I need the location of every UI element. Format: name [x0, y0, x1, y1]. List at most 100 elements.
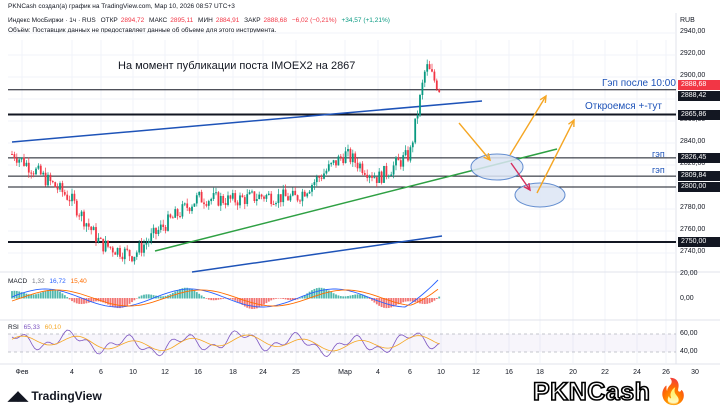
x-tick-label: 16: [194, 369, 202, 376]
macd-hist-bar: [246, 298, 249, 308]
macd-hist-bar: [61, 293, 64, 299]
macd-hist-bar: [80, 298, 83, 305]
candle-body: [203, 202, 205, 205]
macd-hist-bar: [30, 294, 33, 299]
candle-body: [198, 191, 201, 196]
candle-body: [128, 249, 131, 257]
candle-body: [311, 184, 313, 192]
macd-hist-bar: [371, 298, 373, 301]
candle-body: [102, 238, 105, 252]
macd-hist-bar: [373, 298, 376, 303]
candle-body: [140, 242, 143, 253]
macd-hist-bar: [121, 298, 124, 308]
candle-body: [416, 115, 419, 119]
macd-hist-bar: [260, 298, 263, 307]
macd-hist-bar: [241, 298, 244, 306]
macd-legend: MACD 1,32 16,72 15,40: [8, 278, 87, 285]
candle-body: [207, 201, 210, 206]
candle-body: [339, 156, 342, 158]
y-tick-label: 2740,00: [680, 248, 706, 255]
x-tick-label: 18: [229, 369, 237, 376]
macd-hist-bar: [368, 298, 371, 299]
candle-body: [323, 173, 325, 179]
arrow-to-gap: [458, 122, 491, 161]
candle-body: [351, 153, 354, 163]
candle-body: [342, 157, 345, 164]
macd-hist-bar: [397, 298, 400, 305]
candle-body: [35, 168, 37, 175]
candle-body: [419, 94, 421, 116]
candle-body: [231, 193, 234, 199]
macd-hist-bar: [231, 298, 234, 300]
macd-hist-bar: [73, 298, 76, 303]
candle-body: [296, 195, 299, 201]
candle-body: [191, 206, 193, 212]
candle-body: [27, 162, 30, 173]
macd-hist-bar: [95, 298, 97, 302]
candle-body: [107, 240, 109, 247]
candle-body: [383, 165, 385, 183]
macd-hist-bar: [265, 298, 268, 304]
high-value: 2895,11: [170, 17, 194, 24]
candle-body: [133, 256, 136, 262]
rsi-axis-60: 60,00: [680, 330, 698, 337]
macd-hist-bar: [291, 298, 294, 301]
candle-body: [119, 247, 121, 257]
rsi-line: [11, 329, 440, 357]
macd-hist-bar: [47, 290, 49, 299]
macd-hist-bar: [236, 298, 239, 302]
candle-body: [390, 174, 393, 176]
tradingview-logo[interactable]: ◢◣ TradingView: [8, 388, 102, 403]
macd-hist-bar: [378, 298, 381, 306]
candle-body: [150, 233, 153, 242]
candle-body: [373, 177, 376, 179]
macd-hist-bar: [255, 298, 258, 309]
price-tag: 2888,42: [678, 90, 720, 101]
candle-body: [371, 175, 373, 178]
candle-body: [73, 193, 76, 201]
candle-body: [354, 153, 357, 163]
price-tag: 2800,00: [678, 182, 720, 192]
x-tick-label: 24: [633, 369, 641, 376]
macd-hist-bar: [39, 292, 42, 299]
x-tick-label: 4: [70, 369, 74, 376]
candle-body: [243, 197, 246, 204]
candle-body: [356, 162, 359, 169]
candle-body: [56, 187, 59, 190]
candle-body: [147, 241, 150, 243]
candle-body: [169, 214, 172, 218]
macd-hist-bar: [49, 289, 52, 299]
candle-body: [83, 211, 85, 227]
x-tick-label: 26: [662, 369, 670, 376]
candle-body: [236, 202, 239, 206]
macd-hist-bar: [366, 296, 369, 299]
macd-hist-bar: [99, 298, 102, 302]
candle-body: [143, 244, 145, 253]
macd-hist-bar: [325, 289, 328, 299]
macd-hist-bar: [407, 298, 409, 302]
arrow-to-gap-head: [483, 153, 492, 162]
macd-hist-bar: [356, 294, 359, 299]
ohlc-row: Индекс МосБиржи · 1ч · RUS ОТКР 2894,72 М…: [8, 17, 390, 24]
candle-body: [186, 203, 189, 208]
rsi-legend: RSI 65,33 60,10: [8, 324, 62, 331]
macd-hist-bar: [147, 294, 150, 299]
macd-hist-bar: [339, 296, 342, 299]
candle-body: [25, 162, 28, 166]
macd-hist-bar: [248, 298, 251, 309]
macd-hist-bar: [277, 298, 280, 299]
x-tick-label: 6: [408, 369, 412, 376]
candle-body: [217, 192, 220, 206]
macd-hist-bar: [385, 298, 388, 309]
symbol-label: Индекс МосБиржи · 1ч · RUS: [8, 17, 96, 24]
macd-hist-bar: [416, 298, 419, 303]
macd-hist-bar: [409, 298, 412, 302]
fire-icon: 🔥: [657, 378, 690, 406]
gap-after-note: Гэп после 10:00: [602, 78, 676, 89]
candle-body: [294, 190, 297, 196]
candle-body: [399, 160, 402, 167]
y-tick-label: 2760,00: [680, 226, 706, 233]
macd-hist-bar: [205, 298, 208, 299]
macd-hist-bar: [193, 290, 196, 299]
